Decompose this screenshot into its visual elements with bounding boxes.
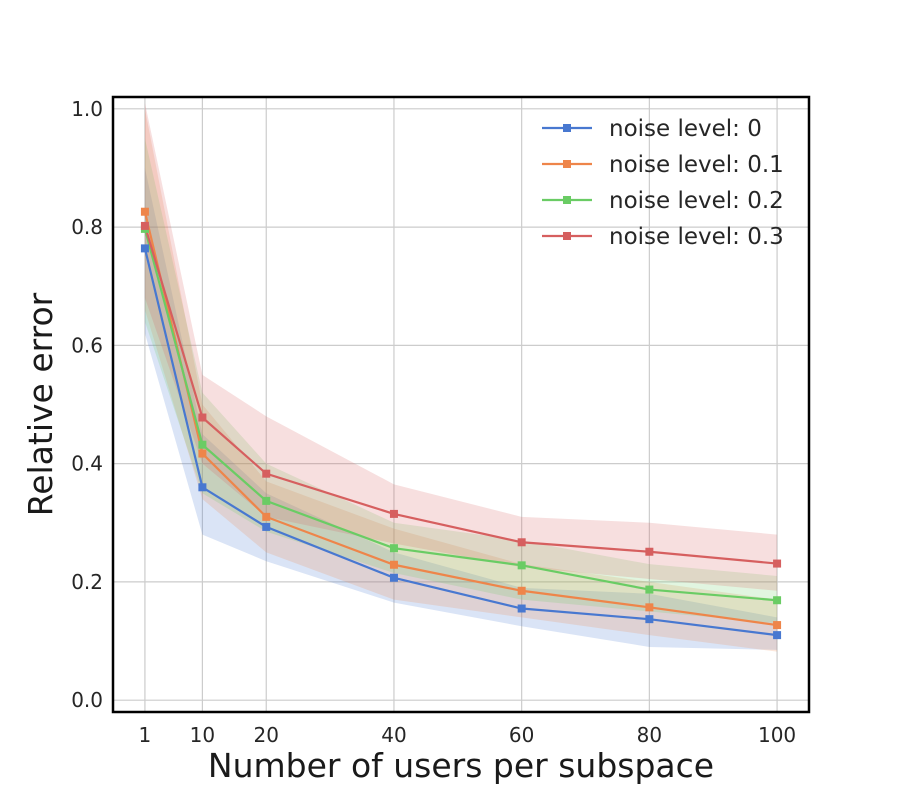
y-axis-label: Relative error — [21, 292, 60, 516]
confidence-band — [144, 167, 778, 650]
x-tick-label: 80 — [637, 723, 662, 747]
legend-entry[interactable]: noise level: 0 — [542, 116, 762, 142]
x-tick-label: 100 — [758, 723, 796, 747]
plot-frame — [111, 95, 811, 714]
y-tick-label: 1.0 — [71, 97, 103, 121]
data-point — [773, 631, 782, 640]
legend-label: noise level: 0 — [609, 116, 762, 142]
confidence-band — [144, 108, 778, 652]
legend-marker — [563, 124, 571, 132]
data-point — [262, 469, 271, 478]
data-point — [262, 522, 271, 531]
data-point — [773, 559, 782, 568]
legend-entry[interactable]: noise level: 0.1 — [542, 152, 784, 178]
data-point — [517, 561, 526, 570]
y-tick-label: 0.0 — [71, 688, 103, 712]
data-point — [389, 509, 398, 518]
series-markers — [140, 207, 782, 640]
legend[interactable]: noise level: 0 noise level: 0.1 noise leve… — [542, 116, 784, 250]
x-axis-label: Number of users per subspace — [208, 746, 714, 785]
legend-marker — [563, 160, 571, 168]
confidence-bands — [144, 102, 778, 652]
y-tick-label: 0.4 — [71, 452, 103, 476]
legend-marker — [563, 232, 571, 240]
data-point — [140, 221, 149, 230]
legend-entry[interactable]: noise level: 0.2 — [542, 188, 784, 214]
legend-entry[interactable]: noise level: 0.3 — [542, 224, 784, 250]
x-tick-label: 60 — [509, 723, 534, 747]
data-point — [389, 544, 398, 553]
data-point — [140, 244, 149, 253]
confidence-band — [144, 138, 778, 624]
data-point — [517, 604, 526, 613]
y-tick-labels: 0.0 0.2 0.4 0.6 0.8 1.0 — [71, 97, 103, 712]
legend-label: noise level: 0.1 — [609, 152, 784, 178]
data-point — [198, 449, 207, 458]
data-point — [389, 560, 398, 569]
data-point — [198, 483, 207, 492]
data-point — [645, 547, 654, 556]
data-point — [645, 585, 654, 594]
x-tick-label: 10 — [190, 723, 215, 747]
data-point — [262, 512, 271, 521]
data-point — [198, 440, 207, 449]
x-tick-labels: 1 10 20 40 60 80 100 — [139, 723, 797, 747]
legend-label: noise level: 0.3 — [609, 224, 784, 250]
data-point — [517, 586, 526, 595]
data-point — [389, 573, 398, 582]
data-point — [773, 596, 782, 605]
x-tick-label: 40 — [381, 723, 406, 747]
x-tick-label: 20 — [254, 723, 279, 747]
legend-marker — [563, 196, 571, 204]
data-point — [645, 615, 654, 624]
y-tick-label: 0.8 — [71, 215, 103, 239]
data-point — [198, 413, 207, 422]
data-point — [140, 207, 149, 216]
data-point — [645, 603, 654, 612]
confidence-band — [144, 102, 778, 591]
legend-label: noise level: 0.2 — [609, 188, 784, 214]
y-tick-label: 0.2 — [71, 570, 103, 594]
y-tick-label: 0.6 — [71, 333, 103, 357]
data-point — [262, 496, 271, 505]
grid — [113, 97, 809, 712]
x-tick-label: 1 — [139, 723, 152, 747]
data-point — [517, 538, 526, 547]
data-point — [773, 621, 782, 630]
